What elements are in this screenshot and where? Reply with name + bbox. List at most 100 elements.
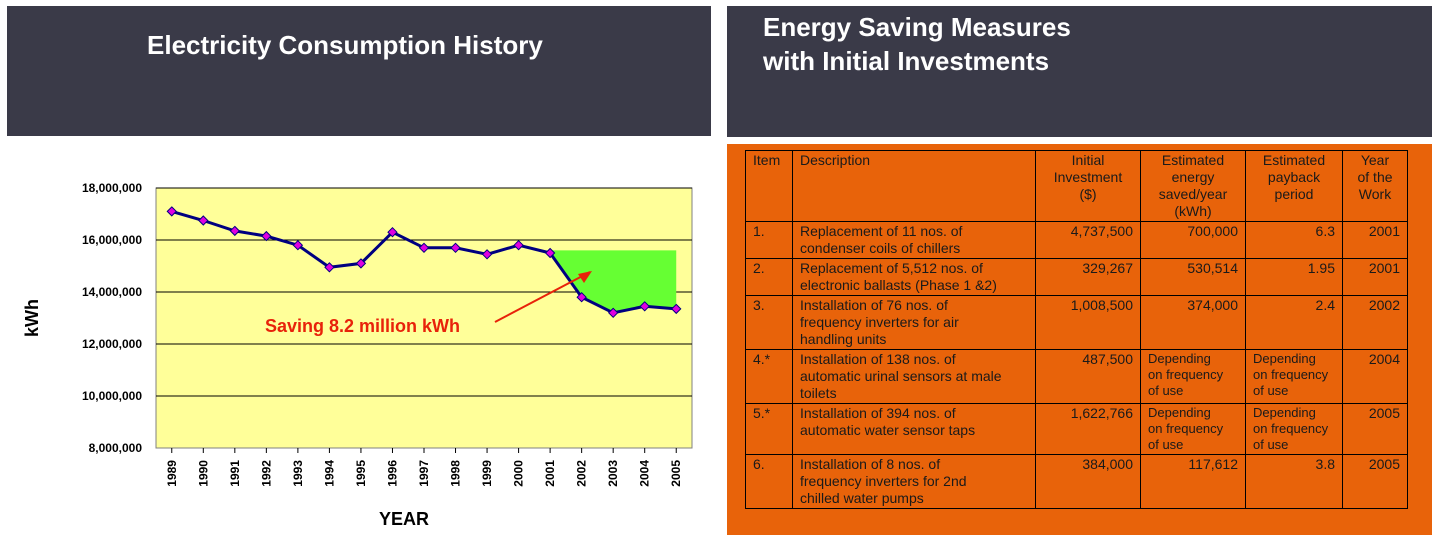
data-point xyxy=(198,215,209,226)
x-tick-label: 1997 xyxy=(417,460,431,487)
header-energy: Estimated energy saved/year (kWh) xyxy=(1140,150,1246,222)
header-investment: Initial Investment ($) xyxy=(1035,150,1141,222)
cell-energy: 700,000 xyxy=(1140,221,1246,259)
data-point xyxy=(671,303,682,315)
cell-description: Installation of 394 nos. of automatic wat… xyxy=(792,403,1036,455)
table-section-title: Energy Saving Measures with Initial Inve… xyxy=(763,10,1071,78)
cell-payback: Depending on frequency of use xyxy=(1245,349,1343,404)
x-tick-label: 1993 xyxy=(291,460,305,487)
data-point xyxy=(481,249,493,260)
cell-description: Replacement of 5,512 nos. of electronic b… xyxy=(792,258,1036,296)
header-description: Description xyxy=(792,150,1036,222)
cell-payback: 2.4 xyxy=(1245,295,1343,350)
x-tick-label: 2001 xyxy=(543,460,557,487)
data-point xyxy=(418,242,430,254)
consumption-chart: 8,000,000 10,000,000 12,000,000 14,000,000 1… xyxy=(22,181,693,529)
data-point xyxy=(324,262,335,273)
cell-energy: 117,612 xyxy=(1140,454,1246,509)
header-year: Year of the Work xyxy=(1342,150,1408,222)
annotation-arrowhead xyxy=(578,271,592,283)
x-tick-label: 1992 xyxy=(259,460,273,487)
left-title-banner: Electricity Consumption History xyxy=(7,6,711,136)
table-body: 1. Replacement of 11 nos. of condenser coi… xyxy=(745,221,1408,509)
cell-energy: 374,000 xyxy=(1140,295,1246,350)
cell-investment: 329,267 xyxy=(1035,258,1141,296)
table-row: 3. Installation of 76 nos. of frequency in… xyxy=(745,295,1408,350)
y-axis-title: kWh xyxy=(22,299,42,337)
x-tick-label: 1990 xyxy=(196,460,210,487)
gridlines xyxy=(156,187,692,397)
cell-year: 2002 xyxy=(1342,295,1408,350)
x-tick-label: 1994 xyxy=(322,460,336,487)
data-point xyxy=(450,242,461,254)
cell-year: 2005 xyxy=(1342,454,1408,509)
cell-item: 5.* xyxy=(745,403,793,455)
y-axis-ticks: 8,000,000 10,000,000 12,000,000 14,000,000 1… xyxy=(82,181,142,455)
x-tick-label: 1999 xyxy=(480,460,494,487)
cell-item: 1. xyxy=(745,221,793,259)
cell-payback: 3.8 xyxy=(1245,454,1343,509)
table-section-title-line2: with Initial Investments xyxy=(763,46,1050,76)
right-title-banner: Energy Saving Measures with Initial Inve… xyxy=(727,6,1432,137)
x-tick-label: 2003 xyxy=(606,460,620,487)
measures-table-panel: Item Description Initial Investment ($) … xyxy=(727,144,1432,535)
table-row: 5.* Installation of 394 nos. of automatic … xyxy=(745,403,1408,455)
data-point xyxy=(355,258,367,269)
data-point xyxy=(166,206,177,217)
cell-investment: 1,622,766 xyxy=(1035,403,1141,455)
cell-investment: 487,500 xyxy=(1035,349,1141,404)
y-tick-label: 16,000,000 xyxy=(82,233,142,247)
header-payback: Estimated payback period xyxy=(1245,150,1343,222)
data-point xyxy=(292,239,304,251)
table-row: 2. Replacement of 5,512 nos. of electronic… xyxy=(745,258,1408,296)
data-point xyxy=(576,291,587,303)
cell-year: 2004 xyxy=(1342,349,1408,404)
x-tick-label: 1995 xyxy=(354,460,368,487)
cell-payback: 6.3 xyxy=(1245,221,1343,259)
cell-description: Installation of 138 nos. of automatic uri… xyxy=(792,349,1036,404)
table-header-row: Item Description Initial Investment ($) … xyxy=(745,150,1408,222)
data-point xyxy=(607,307,619,319)
data-point xyxy=(639,301,650,312)
cell-item: 2. xyxy=(745,258,793,296)
annotation-text: Saving 8.2 million kWh xyxy=(265,316,460,336)
cell-payback: Depending on frequency of use xyxy=(1245,403,1343,455)
x-axis-ticks: 1989 1990 1991 1992 1993 1994 1995 1996 1997 1998… xyxy=(165,448,683,487)
cell-description: Installation of 8 nos. of frequency inver… xyxy=(792,454,1036,509)
measures-table: Item Description Initial Investment ($) … xyxy=(745,150,1408,509)
cell-year: 2001 xyxy=(1342,258,1408,296)
x-tick-label: 1998 xyxy=(449,460,463,487)
table-row: 6. Installation of 8 nos. of frequency inv… xyxy=(745,454,1408,509)
cell-energy: Depending on frequency of use xyxy=(1140,403,1246,455)
header-item: Item xyxy=(745,150,793,222)
cell-item: 3. xyxy=(745,295,793,350)
data-point xyxy=(387,226,398,238)
x-tick-label: 1991 xyxy=(228,460,242,487)
cell-investment: 1,008,500 xyxy=(1035,295,1141,350)
y-tick-label: 8,000,000 xyxy=(89,441,143,455)
cell-investment: 4,737,500 xyxy=(1035,221,1141,259)
cell-investment: 384,000 xyxy=(1035,454,1141,509)
x-tick-label: 1989 xyxy=(165,460,179,487)
cell-item: 6. xyxy=(745,454,793,509)
cell-year: 2001 xyxy=(1342,221,1408,259)
y-tick-label: 18,000,000 xyxy=(82,181,142,195)
table-section-title-line1: Energy Saving Measures xyxy=(763,12,1071,42)
cell-year: 2005 xyxy=(1342,403,1408,455)
table-row: 4.* Installation of 138 nos. of automatic … xyxy=(745,349,1408,404)
y-tick-label: 12,000,000 xyxy=(82,337,142,351)
annotation-arrow xyxy=(494,271,591,323)
cell-description: Installation of 76 nos. of frequency inve… xyxy=(792,295,1036,350)
data-point xyxy=(261,230,272,242)
chart-section-title: Electricity Consumption History xyxy=(147,30,543,60)
x-tick-label: 2000 xyxy=(512,460,526,487)
table-row: 1. Replacement of 11 nos. of condenser coi… xyxy=(745,221,1408,259)
series-markers xyxy=(166,206,682,319)
x-tick-label: 2002 xyxy=(575,460,589,487)
cell-payback: 1.95 xyxy=(1245,258,1343,296)
cell-description: Replacement of 11 nos. of condenser coils… xyxy=(792,221,1036,259)
data-point xyxy=(229,225,241,237)
x-tick-label: 1996 xyxy=(385,460,399,487)
x-tick-label: 2005 xyxy=(669,460,683,487)
data-point xyxy=(544,247,556,259)
